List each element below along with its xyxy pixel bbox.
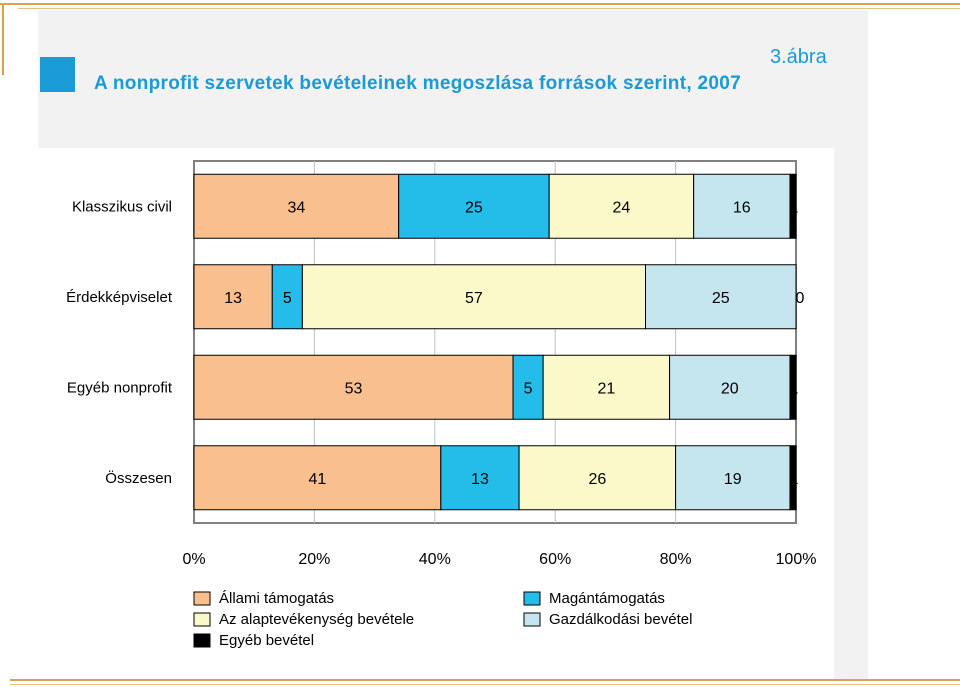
- legend-label: Az alaptevékenység bevétele: [219, 611, 414, 628]
- data-label: 53: [345, 380, 363, 397]
- x-tick-label: 40%: [419, 551, 451, 568]
- category-label: Egyéb nonprofit: [67, 379, 173, 396]
- figure-label: 3.ábra: [770, 46, 827, 68]
- bar-segment: [789, 445, 797, 511]
- legend-swatch: [193, 591, 211, 606]
- x-tick-label: 0%: [182, 551, 205, 568]
- bar-segment: [789, 354, 797, 420]
- bar-segment: [193, 173, 400, 239]
- data-label: 16: [733, 199, 751, 216]
- x-tick-label: 60%: [539, 551, 571, 568]
- data-label: 1: [790, 199, 799, 216]
- bar-segment: [548, 173, 695, 239]
- data-label: 13: [224, 290, 242, 307]
- bar-segment: [675, 445, 791, 511]
- data-label: 13: [471, 471, 489, 488]
- left-decor-line: [2, 3, 4, 75]
- bar-segment: [193, 354, 514, 420]
- legend-swatch: [523, 612, 541, 627]
- bottom-decor-line: [10, 679, 960, 681]
- title-marker-square: [40, 57, 75, 92]
- bar-segment: [789, 173, 797, 239]
- legend-swatch: [193, 633, 211, 648]
- data-label: 34: [287, 199, 305, 216]
- x-tick-label: 20%: [298, 551, 330, 568]
- legend-swatch: [523, 591, 541, 606]
- data-label: 57: [465, 290, 483, 307]
- data-label: 25: [465, 199, 483, 216]
- legend-label: Egyéb bevétel: [219, 632, 314, 649]
- bar-segment: [645, 264, 797, 330]
- legend-label: Állami támogatás: [219, 590, 334, 607]
- bar-segment: [301, 264, 646, 330]
- data-label: 19: [724, 471, 742, 488]
- bar-segment: [271, 264, 303, 330]
- category-label: Klasszikus civil: [72, 198, 172, 215]
- legend-label: Gazdálkodási bevétel: [549, 611, 692, 628]
- bar-segment: [693, 173, 791, 239]
- data-label: 1: [790, 471, 799, 488]
- data-label: 5: [524, 380, 533, 397]
- legend-swatch: [193, 612, 211, 627]
- bar-segment: [398, 173, 550, 239]
- data-label: 20: [721, 380, 739, 397]
- data-label: 1: [790, 380, 799, 397]
- chart-area: Klasszikus civil 34 25 24 16 1 Érdekképviselet…: [38, 148, 834, 680]
- legend-label: Magántámogatás: [549, 590, 665, 607]
- bar-segment: [542, 354, 671, 420]
- category-label: Érdekképviselet: [66, 289, 173, 306]
- data-label: 26: [588, 471, 606, 488]
- data-label: 21: [597, 380, 615, 397]
- top-decor-line: [0, 3, 960, 5]
- stacked-bar-chart: Klasszikus civil 34 25 24 16 1 Érdekképviselet…: [66, 160, 817, 649]
- chart-title: A nonprofit szervetek bevételeinek megos…: [94, 73, 741, 94]
- bar-segment: [518, 445, 677, 511]
- data-label: 24: [613, 199, 631, 216]
- top-decor-line-thin: [18, 8, 960, 9]
- category-label: Összesen: [105, 469, 172, 487]
- data-label: 5: [283, 290, 292, 307]
- bottom-decor-line-thin: [10, 684, 960, 685]
- x-tick-label: 80%: [660, 551, 692, 568]
- data-label: 0: [796, 290, 805, 307]
- bar-segment: [193, 264, 273, 330]
- data-label: 25: [712, 290, 730, 307]
- data-label: 41: [309, 471, 327, 488]
- bar-segment: [512, 354, 544, 420]
- x-tick-label: 100%: [776, 551, 817, 568]
